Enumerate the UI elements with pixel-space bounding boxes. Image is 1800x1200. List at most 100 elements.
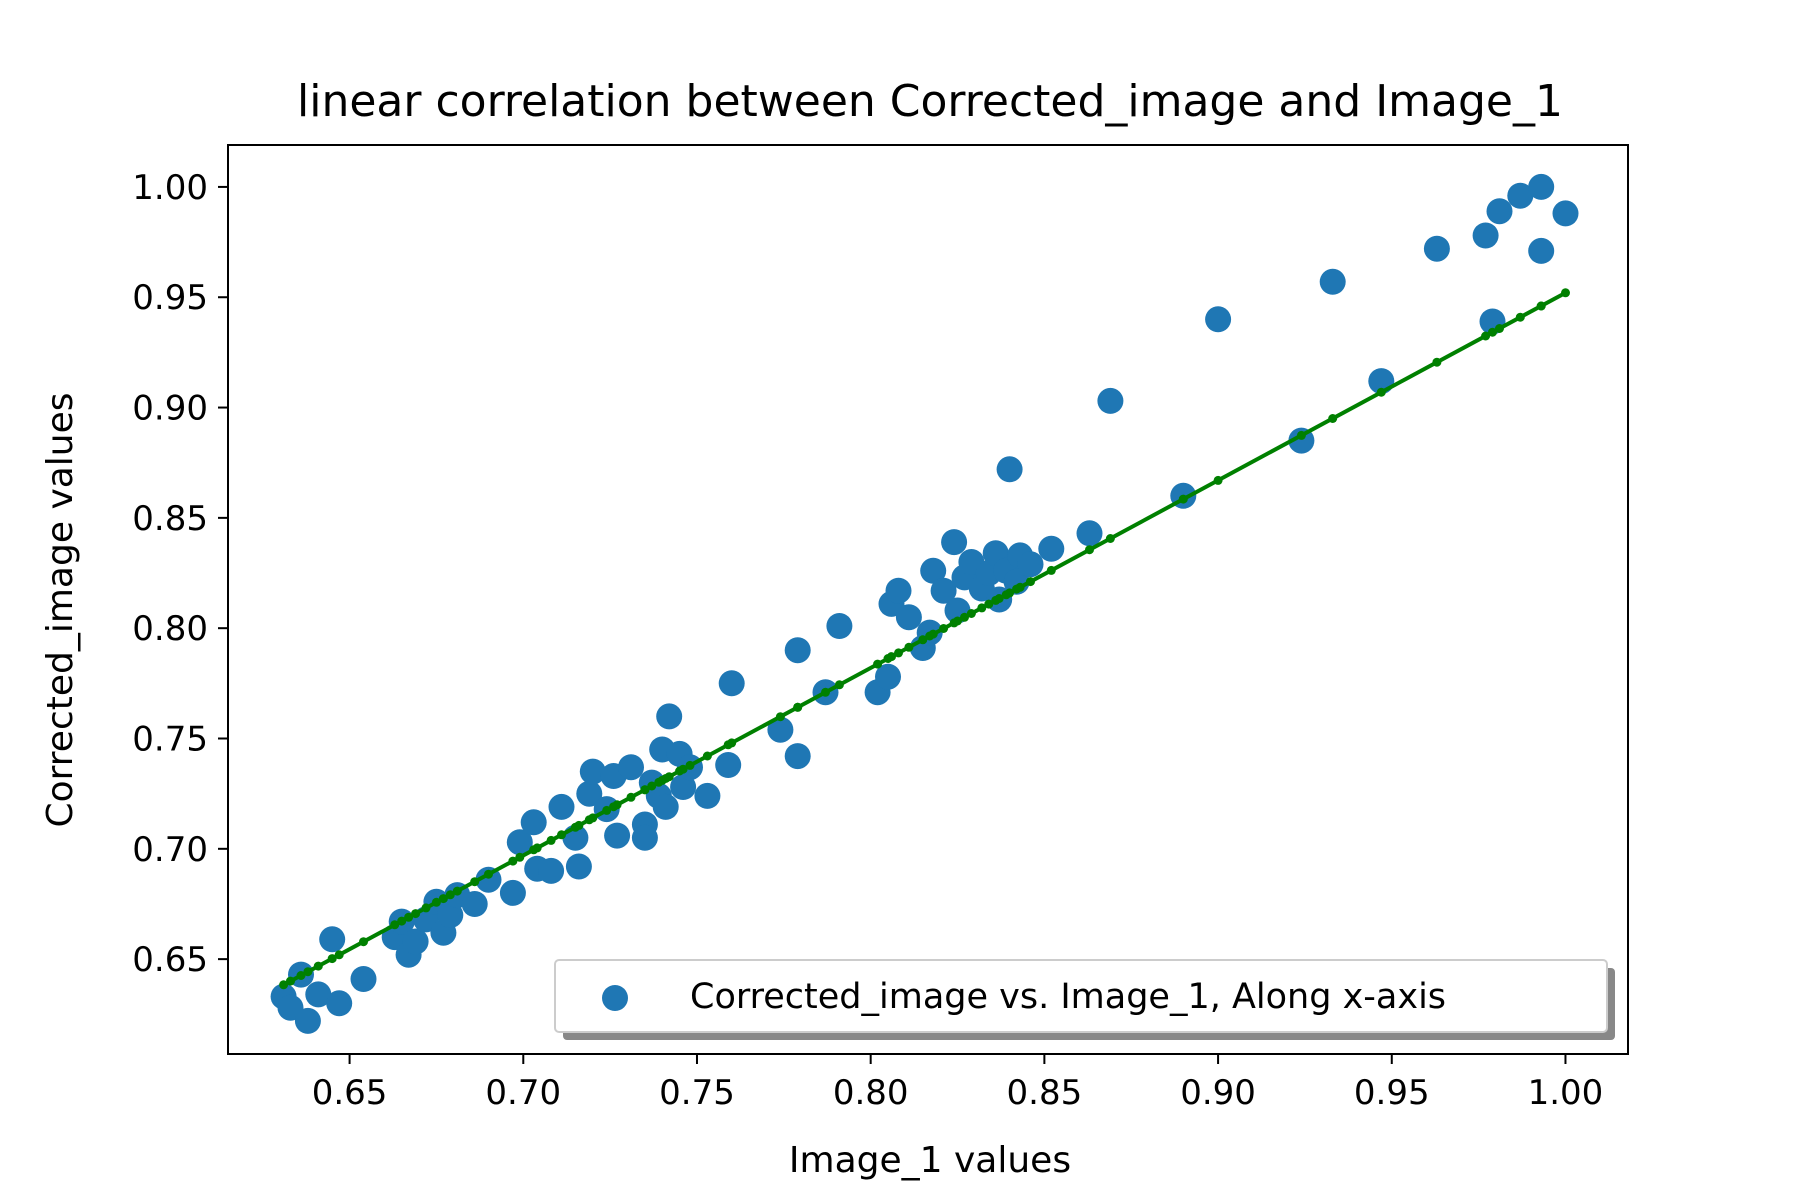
fit-marker <box>1296 430 1306 440</box>
scatter-point <box>402 928 429 955</box>
fit-marker <box>557 830 566 840</box>
fit-marker <box>1515 312 1525 322</box>
fit-marker <box>1213 475 1223 485</box>
scatter-point <box>475 866 502 893</box>
fit-marker <box>438 894 448 904</box>
scatter-point <box>1423 235 1450 262</box>
fit-marker <box>1105 534 1115 543</box>
scatter-point <box>718 670 745 697</box>
scatter-point <box>1552 200 1579 227</box>
scatter-point <box>520 809 547 836</box>
fit-marker <box>977 603 987 613</box>
fit-marker <box>793 702 803 712</box>
y-tick-label: 0.65 <box>132 940 208 980</box>
plot-area <box>270 173 1579 1034</box>
scatter-point <box>461 891 488 917</box>
scatter-point <box>319 926 346 953</box>
fit-marker <box>1536 301 1546 311</box>
axes-frame <box>227 144 1629 1055</box>
fit-marker <box>574 820 584 830</box>
fit-marker <box>546 835 556 845</box>
x-tick-label: 0.95 <box>1354 1073 1430 1113</box>
scatter-point <box>694 782 721 809</box>
fit-marker <box>894 648 903 658</box>
fit-marker <box>404 912 414 922</box>
scatter-point <box>784 637 811 664</box>
fit-marker <box>939 624 949 633</box>
fit-marker <box>664 772 674 782</box>
fit-marker <box>1026 577 1035 587</box>
fit-marker <box>1015 582 1025 592</box>
scatter-point <box>885 577 912 604</box>
scatter-point <box>652 793 679 820</box>
scatter-point <box>294 1007 321 1034</box>
scatter-point <box>1076 520 1103 547</box>
fit-marker <box>678 764 688 774</box>
fit-marker <box>953 616 962 626</box>
fit-marker <box>727 738 737 748</box>
y-tick-label: 0.95 <box>132 278 208 318</box>
fit-marker <box>588 813 598 823</box>
fit-marker <box>1488 327 1497 337</box>
fit-marker <box>296 971 306 980</box>
scatter-point <box>1472 222 1499 249</box>
fit-marker <box>904 642 914 652</box>
scatter-point <box>576 780 603 807</box>
fit-marker <box>821 687 830 697</box>
scatter-point <box>1486 198 1513 225</box>
scatter-point <box>506 829 533 856</box>
fit-marker <box>279 980 289 990</box>
fit-marker <box>640 785 650 795</box>
fit-marker <box>1005 588 1015 598</box>
fit-marker <box>602 805 612 815</box>
scatter-point <box>1097 387 1124 414</box>
fit-marker <box>1046 565 1056 575</box>
y-tick-label: 0.85 <box>132 499 208 539</box>
fit-marker <box>411 909 421 919</box>
fit-marker <box>685 760 695 770</box>
fit-marker <box>966 609 976 618</box>
fit-marker <box>626 792 636 802</box>
fit-marker <box>928 629 938 639</box>
axes: 0.65 0.70 0.75 0.80 0.85 0.90 0.95 1.00 0.65 0.70… <box>132 144 1629 1113</box>
fit-marker <box>397 916 407 926</box>
x-axis-title: Image_1 values <box>789 1140 1071 1181</box>
scatter-point <box>941 529 968 556</box>
fit-marker <box>508 856 518 866</box>
fit-marker <box>702 751 712 761</box>
legend-box <box>554 959 1608 1033</box>
fit-marker <box>327 954 337 964</box>
fit-marker <box>313 961 323 971</box>
y-axis-title: Corrected_image values <box>40 392 81 827</box>
fit-marker <box>984 599 994 609</box>
x-tick-label: 0.80 <box>833 1073 909 1113</box>
fit-marker <box>775 712 785 722</box>
fit-marker <box>1178 494 1188 504</box>
fit-marker <box>960 612 969 622</box>
scatter-point <box>1528 237 1555 264</box>
fit-marker <box>445 890 455 900</box>
legend-label: Corrected_image vs. Image_1, Along x-axi… <box>690 977 1446 1017</box>
fit-marker <box>431 897 441 907</box>
scatter-point <box>895 604 922 631</box>
fit-marker <box>1561 288 1570 298</box>
fit-marker <box>612 800 622 810</box>
scatter-point <box>1205 306 1232 333</box>
scatter-point <box>1319 268 1346 295</box>
fit-marker <box>1481 331 1491 341</box>
fit-marker <box>515 852 525 862</box>
legend: Corrected_image vs. Image_1, Along x-axi… <box>554 959 1615 1040</box>
scatter-point <box>618 754 644 781</box>
scatter-point <box>326 990 353 1017</box>
scatter-point <box>920 557 947 584</box>
x-tick-label: 0.65 <box>312 1073 388 1113</box>
legend-marker <box>602 985 628 1011</box>
fit-marker <box>1432 357 1442 367</box>
x-tick-label: 0.85 <box>1007 1073 1083 1113</box>
scatter-point <box>784 743 811 770</box>
chart-title: linear correlation between Corrected_ima… <box>297 76 1563 127</box>
fit-marker <box>452 886 462 896</box>
x-tick-label: 0.70 <box>485 1073 561 1113</box>
y-tick-label: 0.75 <box>132 719 208 759</box>
scatter-point <box>305 981 332 1008</box>
